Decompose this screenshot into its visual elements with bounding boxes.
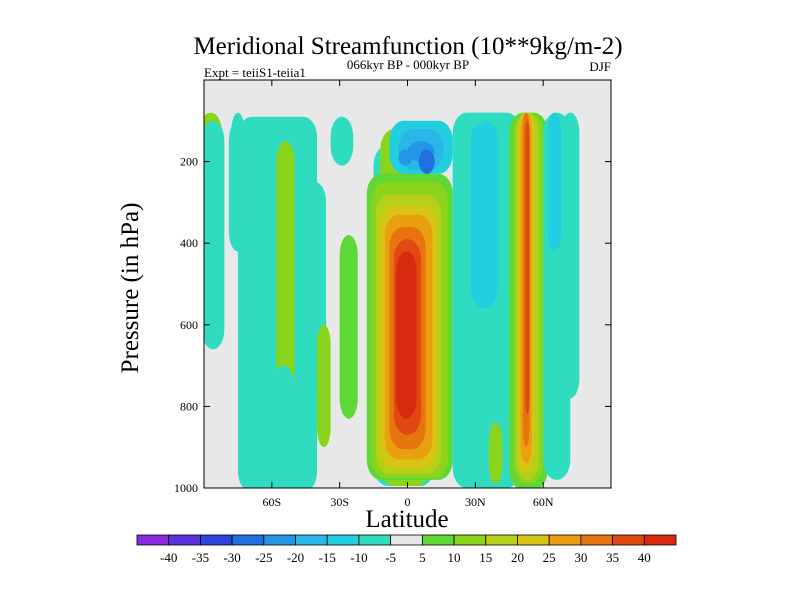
colorbar-swatch-12 xyxy=(517,534,550,546)
colorbar-label-14: 35 xyxy=(606,550,619,565)
contour-region-38 xyxy=(488,422,503,484)
contour-region-34 xyxy=(525,120,530,415)
contour-region-36 xyxy=(547,112,562,252)
season-label: DJF xyxy=(589,59,611,74)
x-tick-label-1: 30S xyxy=(330,495,349,509)
x-tick-label-4: 60N xyxy=(533,495,554,509)
y-tick-label-3: 800 xyxy=(180,399,198,413)
colorbar-label-15: 40 xyxy=(638,550,651,565)
contour-region-5 xyxy=(276,141,295,399)
colorbar-swatch-2 xyxy=(200,534,233,546)
experiment-label: Expt = teiiS1-teiia1 xyxy=(204,65,306,80)
contour-region-8 xyxy=(271,365,295,488)
colorbar-swatch-4 xyxy=(263,534,296,546)
colorbar-swatch-5 xyxy=(295,534,328,546)
chart-subtitle: 066kyr BP - 000kyr BP xyxy=(347,57,469,72)
colorbar-label-4: -20 xyxy=(287,550,304,565)
colorbar-swatch-11 xyxy=(485,534,518,546)
colorbar-label-10: 15 xyxy=(479,550,492,565)
contour-region-6 xyxy=(330,116,354,166)
colorbar: -40 -35 -30 -25 -20 -15 -10 -5 5 10 15 20 25 30 35 40 xyxy=(136,534,677,565)
colorbar-swatch-13 xyxy=(548,534,582,546)
x-tick-label-0: 60S xyxy=(262,495,281,509)
colorbar-swatch-7 xyxy=(358,534,392,546)
colorbar-label-1: -35 xyxy=(192,550,209,565)
colorbar-swatch-14 xyxy=(580,534,613,546)
colorbar-label-2: -30 xyxy=(223,550,240,565)
y-axis: 200 400 600 800 1000 xyxy=(174,155,611,495)
contour-region-39 xyxy=(470,112,485,125)
contour-region-27 xyxy=(470,120,498,309)
y-tick-label-0: 200 xyxy=(180,155,198,169)
colorbar-label-11: 20 xyxy=(511,550,524,565)
x-axis: 60S 30S 0 30N 60N xyxy=(262,80,554,509)
contour-region-1 xyxy=(204,120,225,350)
contour-region-25 xyxy=(398,149,413,166)
y-tick-label-2: 600 xyxy=(180,318,198,332)
contour-region-11 xyxy=(317,324,331,448)
colorbar-swatch-1 xyxy=(168,534,201,546)
colorbar-swatch-10 xyxy=(453,534,487,546)
colorbar-swatch-15 xyxy=(612,534,645,546)
contour-region-37 xyxy=(561,112,580,399)
colorbar-label-6: -10 xyxy=(350,550,367,565)
x-tick-label-3: 30N xyxy=(465,495,486,509)
contour-region-12 xyxy=(339,235,358,419)
colorbar-label-5: -15 xyxy=(319,550,336,565)
x-axis-label: Latitude xyxy=(365,506,448,533)
colorbar-swatch-6 xyxy=(326,534,360,546)
colorbar-label-7: -5 xyxy=(385,550,396,565)
x-tick-label-2: 0 xyxy=(405,495,411,509)
chart-title: Meridional Streamfunction (10**9kg/m-2) xyxy=(193,33,622,60)
colorbar-swatch-0 xyxy=(136,534,170,546)
colorbar-swatch-16 xyxy=(643,534,677,546)
contour-region-24 xyxy=(418,149,435,174)
y-tick-label-1: 400 xyxy=(180,236,198,250)
colorbar-label-13: 30 xyxy=(574,550,587,565)
colorbar-swatch-8 xyxy=(390,534,423,546)
colorbar-label-0: -40 xyxy=(160,550,177,565)
colorbar-swatch-9 xyxy=(421,534,455,546)
colorbar-label-8: 5 xyxy=(419,550,426,565)
y-tick-label-4: 1000 xyxy=(174,481,198,495)
colorbar-label-3: -25 xyxy=(255,550,272,565)
contour-layer xyxy=(204,112,580,488)
colorbar-label-9: 10 xyxy=(448,550,461,565)
colorbar-label-12: 25 xyxy=(543,550,556,565)
colorbar-swatch-3 xyxy=(231,534,265,546)
contour-region-20 xyxy=(396,251,417,419)
y-axis-label: Pressure (in hPa) xyxy=(117,203,144,374)
